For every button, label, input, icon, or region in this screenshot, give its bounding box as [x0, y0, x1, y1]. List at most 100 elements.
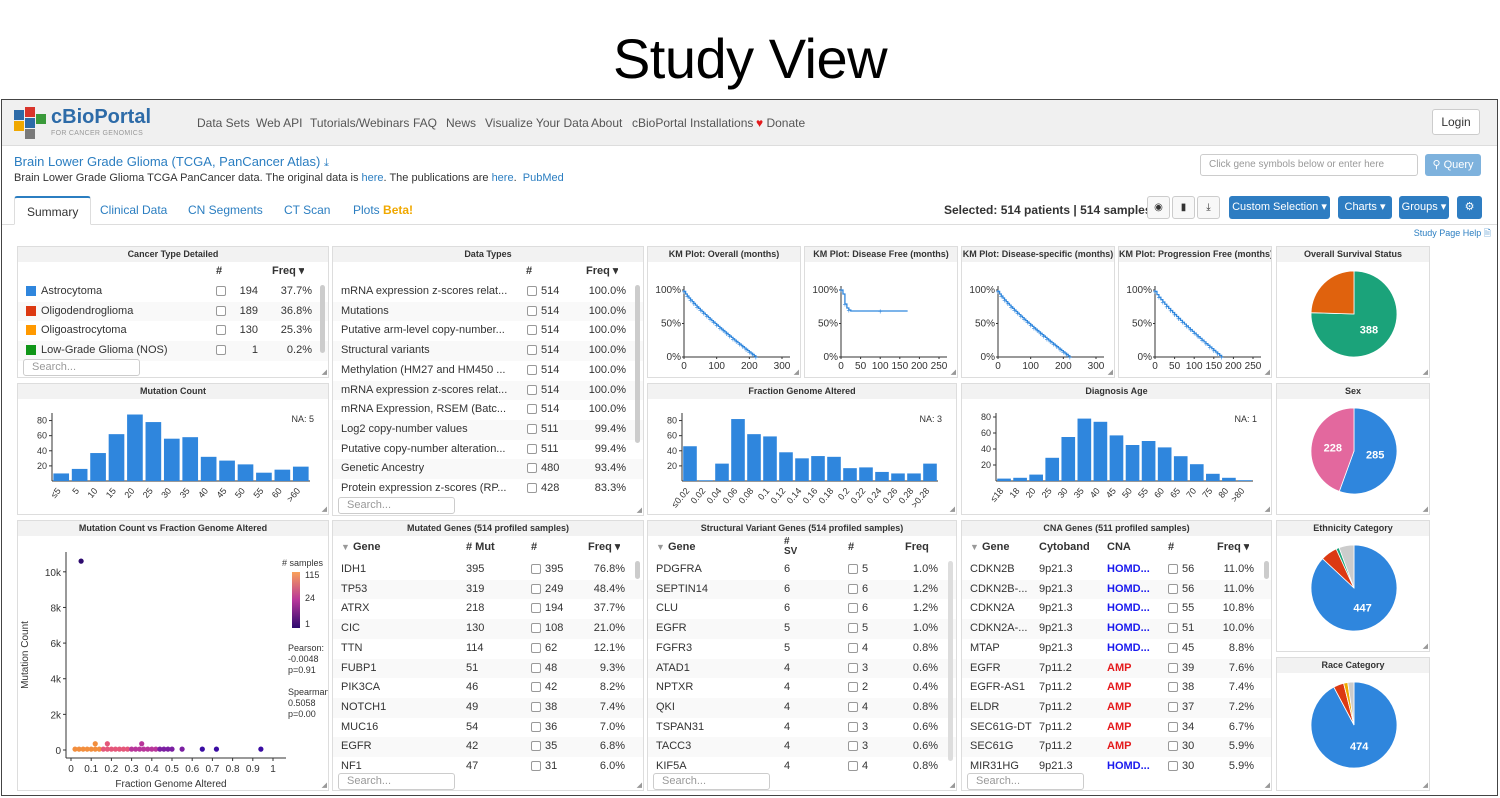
count-cell[interactable]: 514	[527, 400, 582, 419]
scatter-point[interactable]	[92, 741, 98, 747]
gene-name[interactable]: TACC3	[656, 740, 692, 753]
list-item[interactable]: Genetic Ancestry 480 93.4%	[333, 459, 643, 479]
count-cell[interactable]: 30	[1168, 757, 1213, 776]
scrollbar[interactable]	[320, 285, 325, 353]
overall-survival-pie[interactable]: 388	[1277, 262, 1430, 377]
survival-curve[interactable]	[1154, 290, 1223, 357]
bar[interactable]	[731, 419, 745, 481]
resize-handle[interactable]: ◢	[793, 369, 799, 376]
count-header[interactable]: #	[526, 265, 533, 277]
scatter-point[interactable]	[124, 746, 131, 752]
gene-name[interactable]: PDGFRA	[656, 563, 702, 575]
scrollbar[interactable]	[635, 561, 640, 579]
count-cell[interactable]: 56	[1168, 560, 1213, 579]
bar[interactable]	[163, 438, 180, 481]
count-cell[interactable]: 4	[848, 639, 898, 658]
checkbox[interactable]	[531, 721, 541, 732]
count-cell[interactable]: 480	[527, 459, 582, 478]
bar[interactable]	[127, 414, 143, 481]
list-item[interactable]: Low-Grade Glioma (NOS) 1 0.2%	[18, 341, 328, 361]
checkbox[interactable]	[531, 701, 541, 712]
bar[interactable]	[795, 458, 809, 481]
bar[interactable]	[108, 434, 125, 481]
table-row[interactable]: NOTCH1 49 38 7.4%	[333, 697, 643, 718]
table-row[interactable]: MTAP 9p21.3 HOMD... 45 8.8%	[962, 639, 1271, 659]
table-row[interactable]: NF1 47 31 6.0%	[333, 757, 643, 777]
bar[interactable]	[875, 471, 889, 481]
count-cell[interactable]: 31	[531, 757, 586, 776]
bar[interactable]	[811, 456, 825, 481]
resize-handle[interactable]: ◢	[949, 506, 955, 513]
study-title[interactable]: Brain Lower Grade Glioma (TCGA, PanCance…	[14, 154, 329, 170]
checkbox[interactable]	[1168, 682, 1178, 693]
scrollbar[interactable]	[948, 561, 953, 761]
gene-name[interactable]: EGFR	[970, 661, 1001, 674]
count-cell[interactable]: 45	[1168, 639, 1213, 658]
count-cell[interactable]: 4	[848, 757, 898, 776]
login-button[interactable]: Login	[1432, 109, 1480, 135]
gene-name[interactable]: CDKN2A-...	[970, 622, 1028, 635]
checkbox[interactable]	[531, 662, 541, 673]
table-row[interactable]: QKI 4 4 0.8%	[648, 697, 956, 718]
table-row[interactable]: IDH1 395 395 76.8%	[333, 560, 643, 580]
gene-name[interactable]: MUC16	[341, 720, 379, 733]
checkbox[interactable]	[531, 583, 541, 594]
resize-handle[interactable]: ◢	[1264, 506, 1270, 513]
count-cell[interactable]: 38	[531, 698, 586, 717]
checkbox[interactable]	[531, 761, 541, 772]
checkbox[interactable]	[216, 325, 226, 336]
pie-slice[interactable]	[1338, 407, 1398, 495]
gene-name[interactable]: MTAP	[970, 641, 1000, 654]
bar[interactable]	[1206, 473, 1220, 481]
scatter-point[interactable]	[149, 746, 155, 752]
checkbox[interactable]	[527, 463, 537, 474]
bar[interactable]	[145, 422, 162, 481]
bar[interactable]	[907, 473, 921, 481]
sex-pie[interactable]: 285 228	[1277, 399, 1430, 514]
gene-name[interactable]: ATAD1	[656, 661, 690, 674]
checkbox[interactable]	[531, 682, 541, 693]
scrollbar[interactable]	[635, 285, 640, 443]
pie-slice[interactable]	[1338, 544, 1355, 589]
pie-slice[interactable]	[1347, 681, 1355, 726]
checkbox[interactable]	[527, 325, 537, 336]
scatter-point[interactable]	[161, 746, 167, 752]
list-item[interactable]: mRNA Expression, RSEM (Batc... 514 100.0%	[333, 400, 643, 420]
gene-name[interactable]: EGFR-AS1	[970, 681, 1026, 694]
resize-handle[interactable]: ◢	[321, 782, 327, 789]
count-header[interactable]: #	[848, 541, 855, 553]
study-page-help-link[interactable]: Study Page Help 🗎	[1413, 228, 1491, 238]
cna-header[interactable]: CNA	[1107, 541, 1131, 553]
checkbox[interactable]	[1168, 761, 1178, 772]
bar[interactable]	[292, 466, 309, 481]
pie-slice[interactable]	[1310, 270, 1398, 358]
checkbox[interactable]	[531, 603, 541, 614]
gene-name[interactable]: TP53	[341, 582, 368, 595]
publications-link[interactable]: here	[491, 172, 514, 184]
bar[interactable]	[891, 473, 905, 481]
count-cell[interactable]: 6	[848, 599, 898, 618]
scatter-point[interactable]	[108, 746, 114, 752]
gene-name[interactable]: NOTCH1	[341, 700, 387, 713]
list-item[interactable]: Protein expression z-scores (RP... 428 83.…	[333, 479, 643, 499]
survival-curve[interactable]	[841, 289, 908, 312]
gene-name[interactable]: ELDR	[970, 700, 1000, 713]
filter-icon[interactable]: ▼	[970, 542, 979, 552]
count-cell[interactable]: 55	[1168, 599, 1213, 618]
table-row[interactable]: PIK3CA 46 42 8.2%	[333, 678, 643, 698]
mut-header[interactable]: # Mut	[466, 541, 495, 553]
table-row[interactable]: CDKN2A-... 9p21.3 HOMD... 51 10.0%	[962, 619, 1271, 639]
table-row[interactable]: ELDR 7p11.2 AMP 37 7.2%	[962, 697, 1271, 718]
resize-handle[interactable]: ◢	[636, 507, 642, 514]
bar[interactable]	[683, 446, 697, 481]
bar[interactable]	[1238, 480, 1252, 481]
bar[interactable]	[763, 436, 777, 481]
checkbox[interactable]	[1168, 721, 1178, 732]
na-label[interactable]: NA: 5	[291, 414, 314, 424]
checkbox[interactable]	[531, 623, 541, 634]
checkbox[interactable]	[848, 603, 858, 614]
bar[interactable]	[274, 469, 291, 481]
list-item[interactable]: Log2 copy-number values 511 99.4%	[333, 419, 643, 440]
filter-icon[interactable]: ▼	[656, 542, 665, 552]
